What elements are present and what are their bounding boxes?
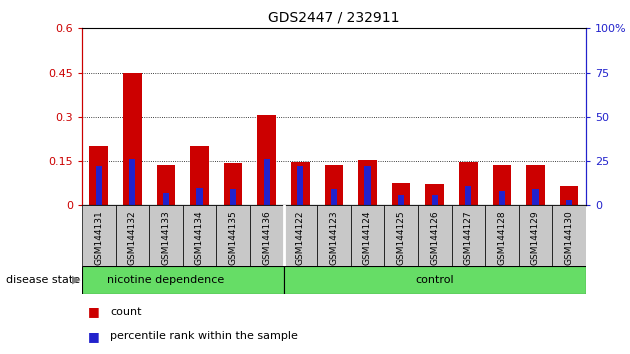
Bar [324, 165, 343, 205]
Bar [398, 195, 404, 205]
FancyBboxPatch shape [518, 205, 553, 266]
FancyBboxPatch shape [216, 205, 250, 266]
Text: GSM144123: GSM144123 [329, 210, 338, 265]
Text: GSM144127: GSM144127 [464, 210, 472, 265]
FancyBboxPatch shape [115, 205, 149, 266]
Bar [499, 191, 505, 205]
Bar [532, 189, 539, 205]
Bar [358, 160, 377, 205]
FancyBboxPatch shape [149, 205, 183, 266]
Bar [297, 166, 303, 205]
FancyBboxPatch shape [82, 266, 284, 294]
Text: GSM144133: GSM144133 [161, 210, 170, 265]
Text: GSM144130: GSM144130 [564, 210, 573, 265]
FancyBboxPatch shape [317, 205, 351, 266]
Bar [365, 166, 370, 205]
Text: ■: ■ [88, 305, 100, 318]
Bar [123, 73, 142, 205]
Bar [493, 165, 511, 205]
FancyBboxPatch shape [351, 205, 384, 266]
Text: ▶: ▶ [72, 275, 81, 285]
Text: disease state: disease state [6, 275, 81, 285]
Bar [432, 195, 438, 205]
Text: GSM144126: GSM144126 [430, 210, 439, 265]
Text: GSM144129: GSM144129 [531, 210, 540, 265]
FancyBboxPatch shape [485, 205, 518, 266]
Bar [163, 193, 169, 205]
Text: GSM144131: GSM144131 [94, 210, 103, 265]
Bar [566, 200, 572, 205]
Text: GSM144125: GSM144125 [397, 210, 406, 265]
Bar [129, 159, 135, 205]
Text: GSM144122: GSM144122 [296, 210, 305, 265]
Text: GSM144135: GSM144135 [229, 210, 238, 265]
FancyBboxPatch shape [183, 205, 216, 266]
Bar [331, 189, 337, 205]
Bar [425, 184, 444, 205]
FancyBboxPatch shape [452, 205, 485, 266]
FancyBboxPatch shape [284, 266, 586, 294]
Bar [89, 146, 108, 205]
Text: ■: ■ [88, 330, 100, 343]
Bar [197, 188, 202, 205]
Bar [392, 183, 410, 205]
Bar [258, 115, 276, 205]
Bar [190, 146, 209, 205]
Text: GSM144124: GSM144124 [363, 210, 372, 265]
Bar [230, 189, 236, 205]
Text: percentile rank within the sample: percentile rank within the sample [110, 331, 298, 341]
Text: GSM144134: GSM144134 [195, 210, 204, 265]
FancyBboxPatch shape [418, 205, 452, 266]
Bar [560, 186, 578, 205]
Bar [264, 159, 270, 205]
FancyBboxPatch shape [553, 205, 586, 266]
Bar [224, 162, 243, 205]
Text: GSM144128: GSM144128 [498, 210, 507, 265]
Text: GSM144136: GSM144136 [262, 210, 271, 265]
FancyBboxPatch shape [384, 205, 418, 266]
Text: count: count [110, 307, 142, 316]
Text: control: control [415, 275, 454, 285]
Bar [96, 166, 101, 205]
Bar [526, 165, 545, 205]
Text: GSM144132: GSM144132 [128, 210, 137, 265]
Bar [291, 162, 309, 205]
FancyBboxPatch shape [250, 205, 284, 266]
Text: GDS2447 / 232911: GDS2447 / 232911 [268, 11, 399, 25]
FancyBboxPatch shape [284, 205, 317, 266]
Bar [459, 162, 478, 205]
Bar [157, 166, 175, 205]
Text: nicotine dependence: nicotine dependence [107, 275, 224, 285]
Bar [466, 186, 471, 205]
FancyBboxPatch shape [82, 205, 115, 266]
